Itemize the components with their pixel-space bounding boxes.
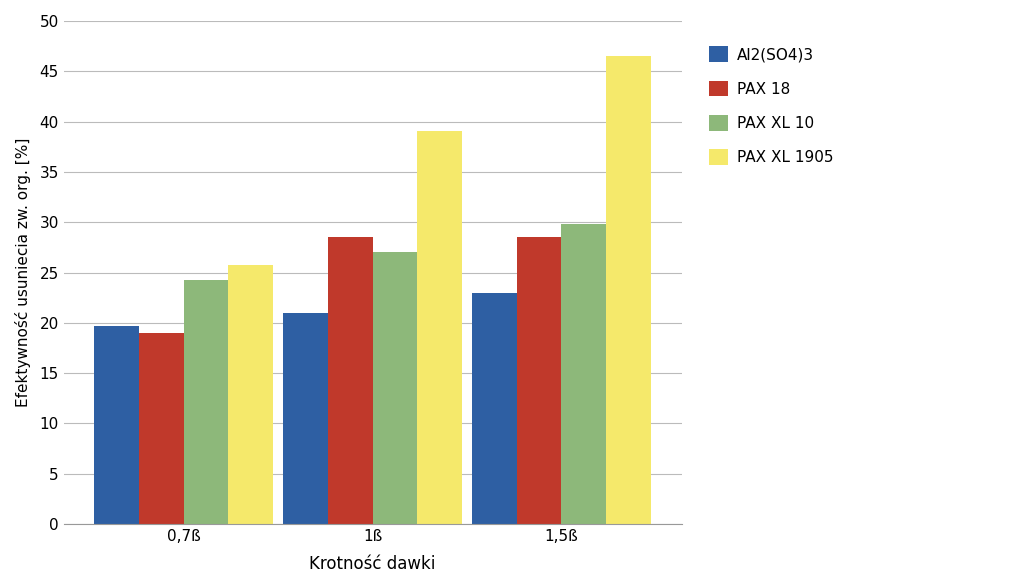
Bar	[473, 293, 517, 524]
Bar	[139, 333, 184, 524]
Bar	[562, 224, 606, 524]
Legend: Al2(SO4)3, PAX 18, PAX XL 10, PAX XL 1905: Al2(SO4)3, PAX 18, PAX XL 10, PAX XL 190…	[702, 39, 841, 173]
Bar	[517, 238, 562, 524]
X-axis label: Krotność dawki: Krotność dawki	[309, 555, 436, 573]
Bar	[328, 238, 372, 524]
Bar	[417, 131, 461, 524]
Bar	[372, 252, 417, 524]
Bar	[606, 56, 651, 524]
Bar	[94, 326, 139, 524]
Bar	[228, 265, 273, 524]
Bar	[184, 279, 228, 524]
Bar	[283, 313, 328, 524]
Y-axis label: Efektywność usuniecia zw. org. [%]: Efektywność usuniecia zw. org. [%]	[15, 138, 31, 407]
